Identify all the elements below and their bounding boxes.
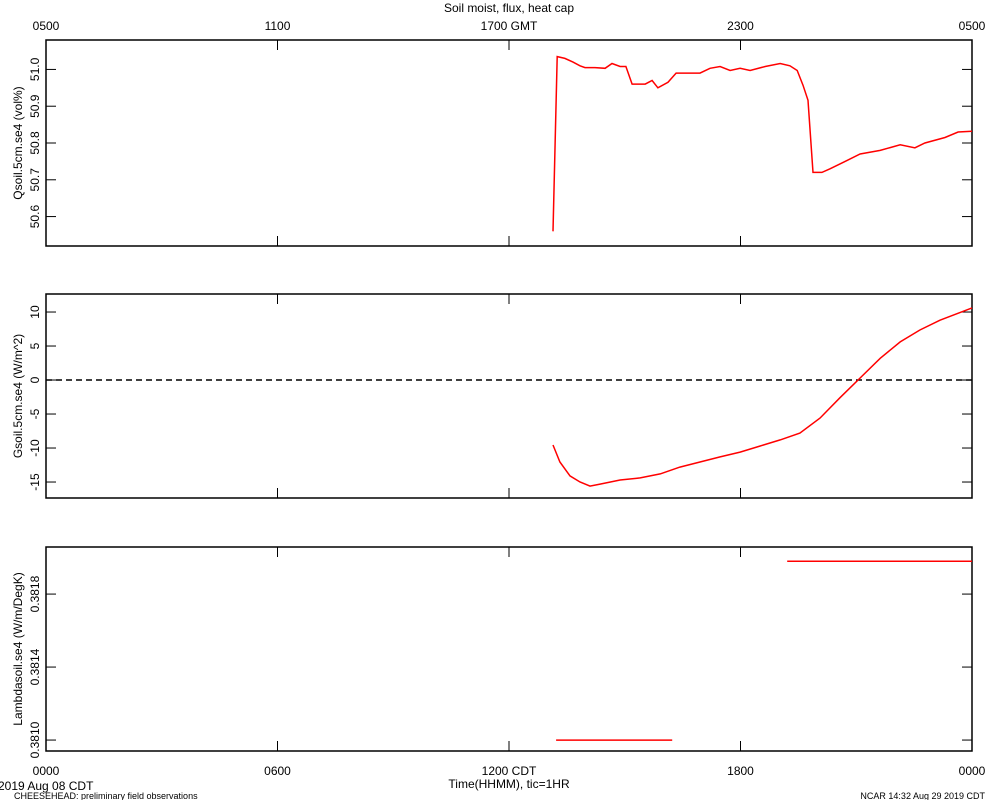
x-tick-label: 0000 xyxy=(33,764,60,778)
plot-frame xyxy=(45,546,973,752)
y-tick-label: 0 xyxy=(28,376,42,383)
x-top-tick-label: 0500 xyxy=(33,19,60,33)
x-tick-label: 0600 xyxy=(264,764,291,778)
y-axis-label: Lambdasoil.se4 (W/m/DegK) xyxy=(11,572,25,725)
y-tick-label: 51.0 xyxy=(28,57,42,81)
y-tick-label: 50.6 xyxy=(28,205,42,229)
x-tick-label: 1200 CDT xyxy=(482,764,537,778)
y-tick-label: 10 xyxy=(28,305,42,319)
y-tick-label: -15 xyxy=(28,473,42,491)
plot-frame xyxy=(45,39,973,247)
y-tick-label: 50.9 xyxy=(28,94,42,118)
chart-title: Soil moist, flux, heat cap xyxy=(444,1,574,15)
plot-frame xyxy=(45,293,973,499)
y-tick-label: 50.8 xyxy=(28,131,42,155)
x-tick-label: 0000 xyxy=(959,764,986,778)
x-top-tick-label: 2300 xyxy=(727,19,754,33)
x-top-tick-label: 1700 GMT xyxy=(481,19,538,33)
x-tick-label: 1800 xyxy=(727,764,754,778)
y-tick-label: 0.3810 xyxy=(28,721,42,758)
y-axis-label: Qsoil.5cm.se4 (vol%) xyxy=(11,86,25,199)
footer-left: CHEESEHEAD: preliminary field observatio… xyxy=(14,791,198,800)
footer-right: NCAR 14:32 Aug 29 2019 CDT xyxy=(860,791,985,800)
y-axis-label: Gsoil.5cm.se4 (W/m^2) xyxy=(11,334,25,458)
date-label: 2019 Aug 08 CDT xyxy=(0,779,94,793)
data-line xyxy=(552,307,973,487)
data-line xyxy=(552,55,973,232)
x-axis-label: Time(HHMM), tic=1HR xyxy=(448,777,570,791)
x-top-tick-label: 1100 xyxy=(265,19,291,33)
y-tick-label: 5 xyxy=(28,342,42,349)
x-top-tick-label: 0500 xyxy=(959,19,986,33)
y-tick-label: 0.3818 xyxy=(28,575,42,612)
y-tick-label: -5 xyxy=(28,408,42,419)
data-line xyxy=(556,560,972,741)
y-tick-label: 50.7 xyxy=(28,168,42,192)
y-tick-label: 0.3814 xyxy=(28,648,42,685)
y-tick-label: -10 xyxy=(28,439,42,457)
